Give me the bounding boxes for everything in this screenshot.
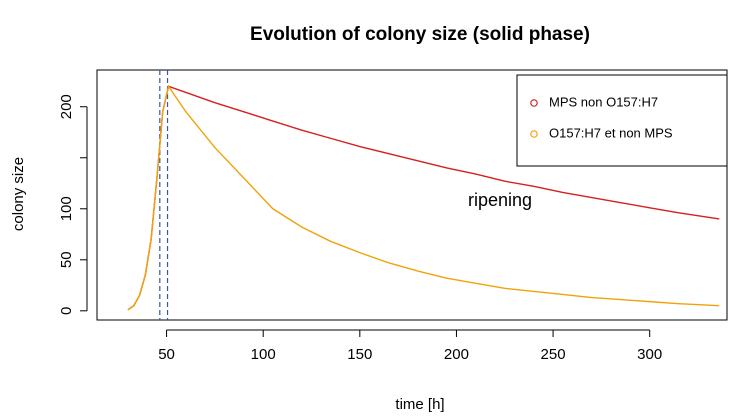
- x-tick-label: 150: [347, 346, 372, 363]
- legend-label: MPS non O157:H7: [549, 94, 658, 109]
- y-tick-label: 50: [58, 251, 75, 268]
- x-tick-label: 300: [637, 346, 662, 363]
- x-tick-label: 200: [444, 346, 469, 363]
- legend-marker: [530, 130, 538, 138]
- y-axis-label: colony size: [10, 157, 27, 231]
- series-line: [127, 84, 720, 311]
- x-tick-label: 100: [251, 346, 276, 363]
- y-tick-label: 0: [58, 307, 75, 315]
- x-tick-label: 50: [158, 346, 175, 363]
- legend-label: O157:H7 et non MPS: [549, 125, 673, 140]
- x-axis-label: time [h]: [395, 396, 444, 413]
- legend-box: [516, 74, 728, 167]
- y-tick-label: 200: [58, 94, 75, 119]
- plot-frame: [96, 69, 728, 321]
- annotation: ripening: [468, 190, 532, 210]
- chart-title: Evolution of colony size (solid phase): [250, 24, 590, 45]
- y-tick-label: 100: [58, 196, 75, 221]
- legend-marker: [530, 99, 538, 107]
- x-tick-label: 250: [541, 346, 566, 363]
